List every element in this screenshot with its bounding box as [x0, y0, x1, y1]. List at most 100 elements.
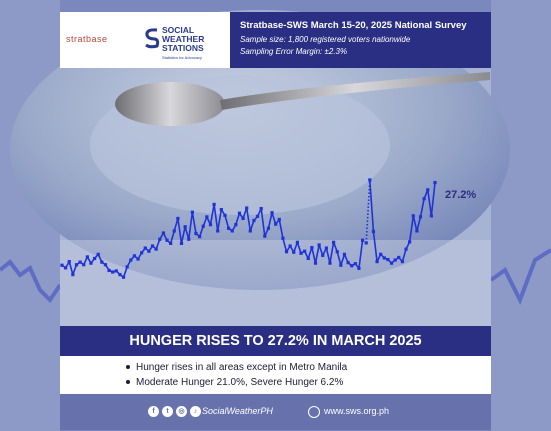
data-point: [328, 261, 332, 265]
series-segment: [169, 230, 176, 244]
data-point: [266, 226, 271, 230]
data-point: [368, 178, 372, 182]
data-point: [71, 273, 75, 277]
data-point: [158, 237, 162, 241]
instagram-icon[interactable]: ◎: [176, 406, 187, 417]
data-point: [172, 229, 176, 233]
data-point: [78, 260, 82, 264]
data-point: [411, 214, 415, 218]
data-point: [219, 208, 223, 212]
series-segment: [249, 220, 255, 232]
chart-area: 27.2%: [60, 68, 491, 326]
data-point: [176, 216, 180, 221]
data-point: [386, 257, 390, 262]
data-point: [169, 241, 173, 245]
data-point: [274, 222, 278, 226]
data-point: [82, 263, 86, 267]
data-point: [292, 250, 296, 254]
data-point: [132, 254, 137, 258]
data-point: [375, 260, 379, 264]
data-point: [111, 270, 115, 274]
series-segment: [311, 247, 317, 264]
data-point: [216, 229, 220, 233]
data-point: [230, 229, 234, 233]
data-point: [205, 215, 209, 219]
data-point: [237, 211, 242, 215]
data-point: [121, 275, 126, 279]
data-point: [165, 238, 169, 242]
series-segment: [68, 261, 74, 275]
sampling-error: Sampling Error Margin: ±2.3%: [240, 47, 348, 56]
data-point: [85, 255, 89, 259]
facebook-icon[interactable]: f: [148, 406, 159, 417]
series-segment: [314, 244, 320, 264]
data-point: [408, 240, 412, 244]
bullet-dot: [126, 380, 130, 385]
sample-size: Sample size: 1,800 registered voters nat…: [240, 35, 411, 44]
series-segment: [278, 219, 284, 239]
data-point: [187, 237, 191, 241]
series-segment: [224, 215, 230, 229]
series-segment: [318, 244, 324, 256]
data-point: [143, 246, 147, 250]
logo-panel: stratbase SOCIAL WEATHER STATIONS Statis…: [60, 12, 230, 68]
data-point: [353, 262, 357, 266]
data-point: [89, 261, 93, 265]
series-segment: [329, 242, 335, 264]
data-point: [245, 206, 249, 210]
data-point: [60, 263, 64, 267]
data-point: [321, 253, 325, 257]
series-segment: [419, 198, 425, 218]
series-segment: [369, 179, 375, 232]
data-point: [150, 244, 155, 248]
data-point: [136, 257, 140, 261]
data-point: [103, 263, 108, 267]
series-segment: [282, 237, 288, 252]
data-point: [118, 273, 122, 277]
series-segment: [408, 215, 415, 242]
series-segment: [358, 240, 364, 269]
data-point: [263, 234, 267, 238]
series-segment: [216, 209, 223, 232]
series-segment: [430, 182, 436, 216]
series-segment: [412, 215, 418, 232]
series-segment: [296, 242, 302, 254]
series-segment: [336, 251, 342, 266]
bullet-dot: [126, 365, 130, 370]
data-point: [129, 258, 133, 262]
data-point: [284, 250, 289, 254]
data-point: [248, 229, 252, 233]
social-icons: f t ◎ ♪: [148, 406, 201, 417]
social-handle[interactable]: SocialWeatherPH: [202, 406, 273, 416]
data-point: [303, 249, 307, 253]
series-segment: [173, 218, 179, 232]
series-segment: [401, 248, 407, 262]
series-segment: [245, 207, 252, 232]
series-segment: [293, 242, 299, 253]
bullet-item: Moderate Hunger 21.0%, Severe Hunger 6.2…: [126, 377, 343, 388]
series-segment: [72, 264, 78, 275]
series-segment: [271, 212, 277, 225]
twitter-icon[interactable]: t: [162, 406, 173, 417]
tiktok-icon[interactable]: ♪: [190, 406, 201, 417]
data-point: [339, 263, 343, 267]
data-point: [397, 255, 401, 260]
data-point: [357, 266, 361, 270]
data-point: [295, 240, 299, 244]
data-point: [74, 263, 79, 267]
series-segment: [372, 231, 378, 262]
website-link[interactable]: www.sws.org.ph: [324, 406, 390, 416]
series-segment: [184, 226, 190, 240]
data-point: [234, 223, 238, 227]
series-segment: [426, 189, 433, 216]
data-point: [255, 214, 260, 218]
survey-info: Stratbase-SWS March 15-20, 2025 National…: [230, 12, 491, 68]
series-segment: [325, 247, 331, 264]
series-segment: [416, 216, 422, 232]
bullet-item: Hunger rises in all areas except in Metr…: [126, 362, 347, 373]
data-point: [350, 264, 354, 268]
footer: f t ◎ ♪ SocialWeatherPH www.sws.org.ph: [60, 394, 491, 430]
data-point: [389, 261, 394, 265]
data-point: [404, 247, 408, 251]
data-point: [382, 256, 386, 260]
